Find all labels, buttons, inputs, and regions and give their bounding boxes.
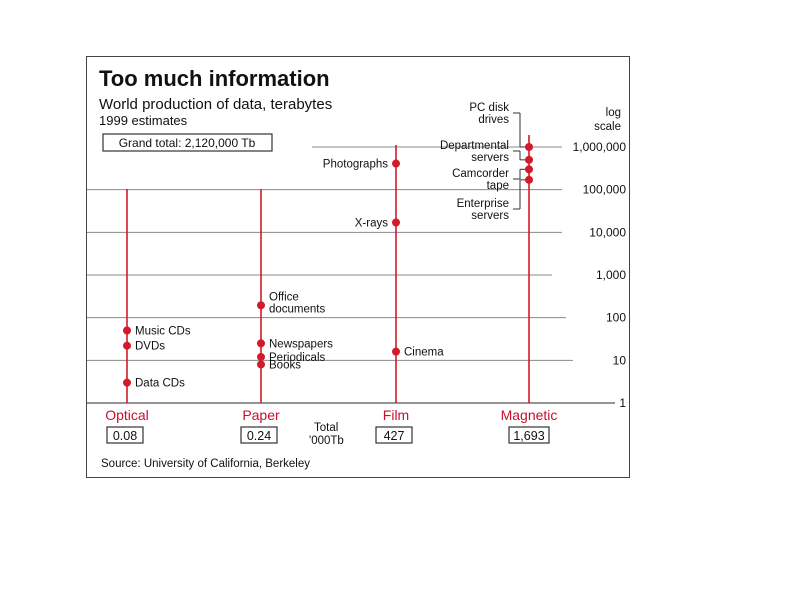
data-point-label: Camcorder	[452, 168, 509, 180]
grand-total-box	[102, 133, 273, 152]
category-label: Optical	[105, 407, 149, 423]
data-point	[257, 339, 265, 348]
y-tick-label: 100	[606, 311, 626, 325]
data-point	[123, 378, 131, 387]
chart-subtitle: World production of data, terabytes	[99, 96, 332, 113]
data-point	[123, 326, 131, 335]
data-point-label: X-rays	[355, 218, 388, 230]
category-total-value: 1,693	[513, 429, 544, 443]
chart-title: Too much information	[99, 66, 330, 91]
data-point	[525, 143, 533, 151]
data-point-label: PC disk	[469, 102, 509, 114]
y-tick-label: 1	[619, 396, 626, 410]
source-text: Source: University of California, Berkel…	[101, 458, 310, 470]
category-label: Magnetic	[501, 407, 558, 423]
data-point-label: DVDs	[135, 341, 165, 353]
data-point-label: servers	[471, 210, 509, 222]
chart-svg: Too much information World production of …	[87, 66, 627, 470]
chart-figure: Too much information World production of …	[86, 56, 630, 478]
y-tick-label: 100,000	[583, 183, 627, 197]
data-point-label: Office	[269, 291, 299, 303]
data-point-label: Music CDs	[135, 326, 191, 338]
data-point-label: documents	[269, 303, 326, 315]
y-tick-label: 1,000,000	[573, 140, 627, 154]
category-total-value: 0.08	[113, 429, 137, 443]
data-point	[525, 165, 533, 174]
data-point	[525, 155, 533, 164]
data-point-label: Data CDs	[135, 378, 185, 390]
data-point	[525, 175, 533, 184]
data-point	[257, 360, 265, 369]
data-point	[392, 159, 400, 168]
data-point-label: Cinema	[404, 347, 444, 359]
category-total-box	[375, 426, 413, 444]
data-point	[257, 352, 265, 361]
chart-subtitle-2: 1999 estimates	[99, 113, 188, 128]
data-point-label: Photographs	[323, 159, 388, 171]
data-point	[123, 341, 131, 350]
grand-total-text: Grand total: 2,120,000 Tb	[119, 136, 256, 150]
data-point-label: Enterprise	[457, 198, 509, 210]
data-point-label: Books	[269, 359, 301, 371]
data-point-label: Departmental	[440, 140, 509, 152]
y-tick-label: 10,000	[589, 225, 626, 239]
data-point-label: servers	[471, 152, 509, 164]
data-point-label: tape	[487, 180, 509, 192]
category-total-box	[240, 426, 278, 444]
category-total-box	[106, 426, 144, 444]
data-point	[392, 347, 400, 356]
total-label: Total	[314, 422, 338, 434]
category-total-box	[508, 426, 550, 444]
category-total-value: 427	[384, 429, 405, 443]
category-total-value: 0.24	[247, 429, 271, 443]
data-point	[257, 301, 265, 310]
y-tick-label: 1,000	[596, 268, 626, 282]
data-point-label: drives	[478, 114, 509, 126]
y-tick-label: 10	[613, 353, 627, 367]
data-point-label: Newspapers	[269, 338, 333, 350]
category-label: Paper	[242, 407, 280, 423]
log-scale-label: scale	[594, 121, 621, 133]
log-scale-label: log	[606, 107, 621, 119]
category-label: Film	[383, 407, 409, 423]
data-point	[392, 218, 400, 227]
data-point-label: Periodicals	[269, 352, 325, 364]
total-label: '000Tb	[309, 435, 344, 447]
